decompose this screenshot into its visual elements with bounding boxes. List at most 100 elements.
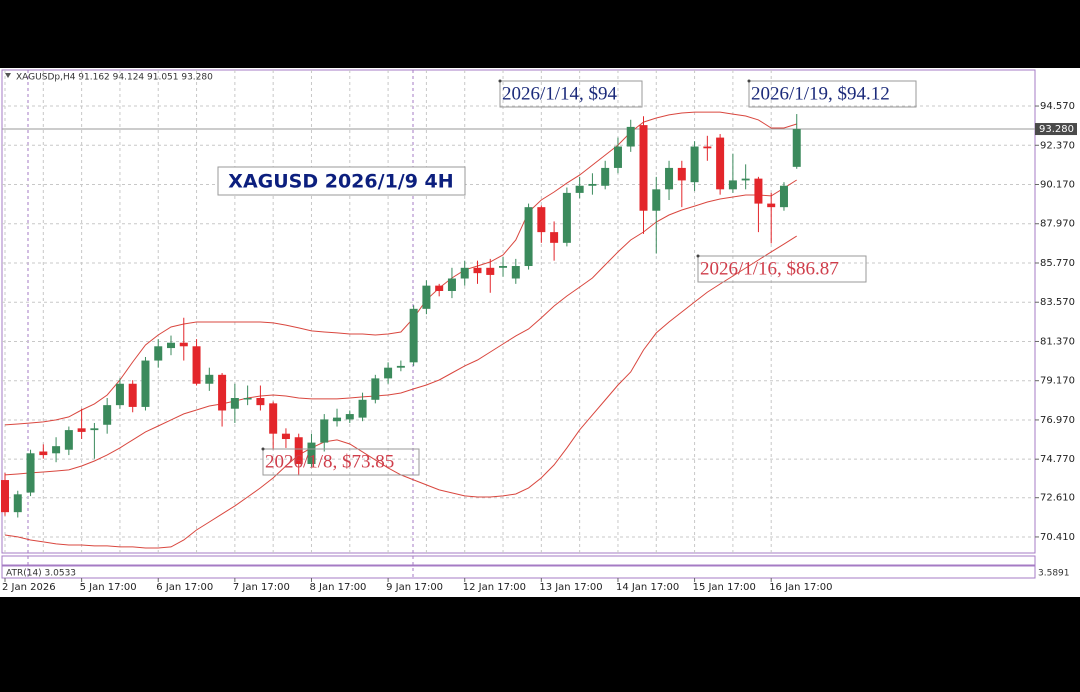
candle-body: [396, 365, 405, 368]
chart-header: XAGUSDp,H4 91.162 94.124 91.051 93.280: [16, 73, 213, 83]
candle-body: [371, 378, 380, 400]
candle-body: [320, 419, 329, 443]
annotation: 2026/1/16, $86.87: [700, 258, 839, 279]
candle-body: [677, 167, 686, 181]
candle-body: [52, 446, 61, 454]
y-tick-label: 94.570: [1040, 101, 1075, 112]
candle-body: [384, 367, 393, 379]
candle-body: [358, 399, 367, 418]
y-tick-label: 72.610: [1040, 493, 1075, 504]
y-tick-label: 81.370: [1040, 336, 1075, 347]
candle-body: [103, 405, 112, 425]
candle-body: [218, 374, 227, 411]
candle-body: [588, 183, 597, 186]
x-tick-label: 12 Jan 17:00: [463, 582, 526, 593]
header-arrow: [5, 73, 11, 78]
annotation: 2026/1/19, $94.12: [751, 83, 890, 104]
candle-body: [741, 178, 750, 181]
candle-body: [115, 383, 124, 406]
candle-body: [665, 167, 674, 190]
y-tick-label: 76.970: [1040, 415, 1075, 426]
candle-body: [422, 285, 431, 309]
candle-body: [499, 266, 508, 268]
x-tick-label: 2 Jan 2026: [2, 582, 56, 593]
candle-body: [192, 346, 201, 384]
candle-body: [256, 398, 265, 406]
y-tick-label: 85.770: [1040, 258, 1075, 269]
candle-body: [550, 232, 559, 243]
chart-background: [0, 68, 1080, 597]
candle-body: [409, 308, 418, 363]
candle-body: [716, 137, 725, 190]
annotation: 2026/1/14, $94: [502, 83, 618, 104]
candle-body: [460, 267, 469, 279]
annotation-anchor: [261, 447, 265, 451]
candle-body: [167, 342, 176, 349]
y-tick-label: 79.170: [1040, 376, 1075, 387]
candle-body: [13, 494, 22, 513]
x-tick-label: 16 Jan 17:00: [769, 582, 832, 593]
candle-body: [447, 278, 456, 291]
subwindow-border: [1, 555, 1036, 566]
candle-body: [230, 398, 239, 409]
candle-body: [473, 267, 482, 274]
candle-body: [269, 403, 278, 434]
annotation-box: [262, 448, 420, 476]
x-tick-label: 6 Jan 17:00: [156, 582, 213, 593]
candle-body: [613, 146, 622, 168]
candle-body: [64, 430, 73, 450]
candle-body: [141, 360, 150, 407]
annotation: 2026/1/8, $73.85: [265, 451, 394, 472]
candle-body: [179, 342, 188, 347]
subwindow-border: [1, 565, 1036, 579]
plot-border: [1, 69, 1036, 554]
y-tick-label: 92.370: [1040, 140, 1075, 151]
band-line: [4, 111, 797, 426]
x-tick-label: 9 Jan 17:00: [386, 582, 443, 593]
candle-body: [511, 266, 520, 279]
x-tick-label: 14 Jan 17:00: [616, 582, 679, 593]
candle-body: [703, 146, 712, 149]
candle-body: [333, 417, 342, 422]
last-price-box: [1035, 123, 1077, 136]
candle-body: [90, 428, 99, 431]
annotation-anchor: [747, 79, 751, 83]
y-tick-label: 70.410: [1040, 532, 1075, 543]
y-tick-label: 83.570: [1040, 297, 1075, 308]
annotation-box: [499, 80, 643, 108]
title-box: [217, 166, 466, 196]
candle-body: [652, 189, 661, 211]
candle-body: [205, 374, 214, 384]
candle-body: [486, 267, 495, 275]
candle-body: [537, 207, 546, 233]
candle-body: [435, 285, 444, 291]
candle-body: [281, 433, 290, 440]
candle-body: [154, 346, 163, 361]
band-line: [4, 179, 797, 476]
x-tick-label: 5 Jan 17:00: [80, 582, 137, 593]
candle-body: [728, 180, 737, 190]
x-tick-label: 15 Jan 17:00: [693, 582, 756, 593]
candle-body: [1, 480, 9, 513]
subwindow-label: ATR(14) 3.0533: [6, 569, 76, 579]
y-tick-label: 90.170: [1040, 180, 1075, 191]
candle-body: [77, 428, 86, 432]
candle-body: [767, 203, 776, 208]
candle-body: [294, 437, 303, 464]
last-price-label: 93.280: [1039, 124, 1074, 135]
candle-body: [307, 442, 316, 464]
chart-title: XAGUSD 2026/1/9 4H: [228, 171, 453, 193]
candle-body: [562, 192, 571, 243]
x-tick-label: 8 Jan 17:00: [309, 582, 366, 593]
annotation-box: [697, 255, 867, 283]
candle-body: [575, 185, 584, 193]
subwindow-scale: 3.5891: [1038, 569, 1070, 579]
candle-body: [601, 167, 610, 186]
candle-body: [626, 126, 635, 147]
candle-body: [26, 453, 35, 493]
y-tick-label: 87.970: [1040, 219, 1075, 230]
y-tick-label: 74.770: [1040, 454, 1075, 465]
candle-body: [792, 129, 801, 167]
